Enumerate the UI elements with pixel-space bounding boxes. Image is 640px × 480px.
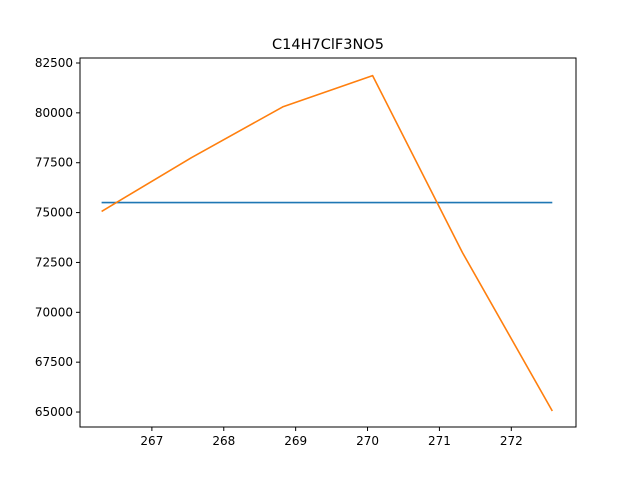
y-tick-label: 80000 bbox=[35, 106, 73, 120]
y-tick-label: 75000 bbox=[35, 206, 73, 220]
y-tick-label: 65000 bbox=[35, 405, 73, 419]
x-tick-label: 272 bbox=[500, 434, 523, 448]
x-tick-label: 269 bbox=[284, 434, 307, 448]
chart-title: C14H7ClF3NO5 bbox=[272, 37, 384, 53]
x-tick-label: 271 bbox=[428, 434, 451, 448]
y-tick-label: 77500 bbox=[35, 156, 73, 170]
x-tick-label: 268 bbox=[212, 434, 235, 448]
x-axis: 267 268 269 270 271 272 bbox=[140, 427, 523, 448]
y-tick-label: 82500 bbox=[35, 56, 73, 70]
y-tick-label: 70000 bbox=[35, 305, 73, 319]
series-line-2 bbox=[101, 74, 553, 412]
y-tick-label: 72500 bbox=[35, 255, 73, 269]
y-axis: 65000 67500 70000 72500 75000 77500 80000 82500 bbox=[35, 56, 80, 419]
series-layer bbox=[101, 74, 553, 412]
x-tick-label: 267 bbox=[140, 434, 163, 448]
x-tick-label: 270 bbox=[356, 434, 379, 448]
y-tick-label: 67500 bbox=[35, 355, 73, 369]
plot-area-frame bbox=[79, 57, 577, 428]
